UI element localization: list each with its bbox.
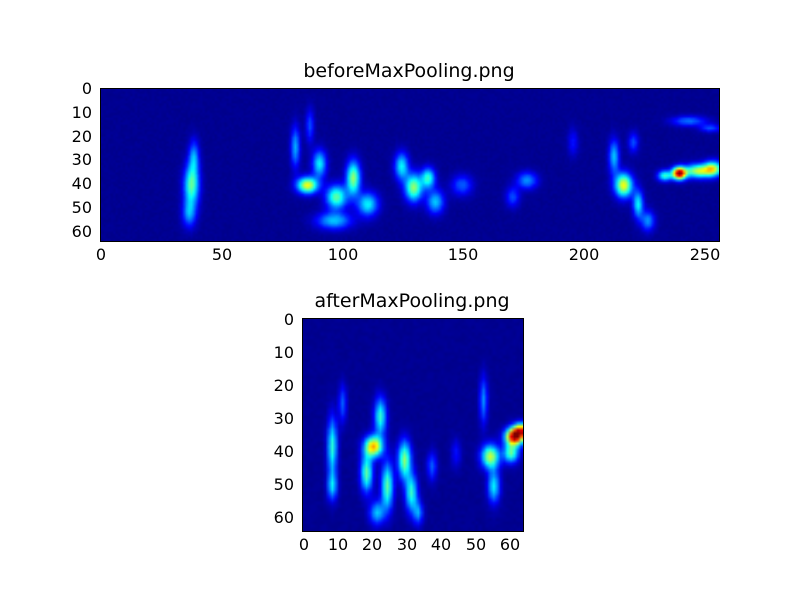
y-tick-label: 50: [71, 198, 92, 217]
y-tick-label: 10: [71, 103, 92, 122]
y-tick-label: 40: [273, 442, 294, 461]
x-tick-label: 50: [465, 535, 487, 554]
plot-title: afterMaxPooling.png: [314, 290, 510, 312]
x-tick-label: 10: [327, 535, 349, 554]
x-tick-label: 250: [689, 245, 721, 264]
x-tick-label: 100: [327, 245, 359, 264]
y-tick-label: 30: [71, 150, 92, 169]
x-tick-label: 50: [211, 245, 233, 264]
y-tick-label: 10: [273, 343, 294, 362]
y-tick-label: 0: [283, 310, 294, 329]
y-tick-label: 0: [81, 79, 92, 98]
y-tick-label: 60: [273, 508, 294, 527]
x-tick-label: 40: [430, 535, 452, 554]
plot-area: [302, 318, 524, 532]
x-tick-label: 0: [298, 535, 310, 554]
plot-area: [100, 88, 720, 242]
x-tick-label: 200: [568, 245, 600, 264]
heatmap-image: [101, 89, 719, 241]
x-tick-label: 30: [396, 535, 418, 554]
y-tick-label: 40: [71, 174, 92, 193]
x-tick-label: 150: [447, 245, 479, 264]
y-tick-label: 60: [71, 222, 92, 241]
x-tick-label: 0: [95, 245, 107, 264]
x-tick-label: 60: [499, 535, 521, 554]
plot-title: beforeMaxPooling.png: [303, 60, 515, 82]
heatmap-image: [303, 319, 523, 531]
y-tick-label: 30: [273, 409, 294, 428]
y-tick-label: 50: [273, 475, 294, 494]
x-tick-label: 20: [361, 535, 383, 554]
y-tick-label: 20: [71, 127, 92, 146]
y-tick-label: 20: [273, 376, 294, 395]
